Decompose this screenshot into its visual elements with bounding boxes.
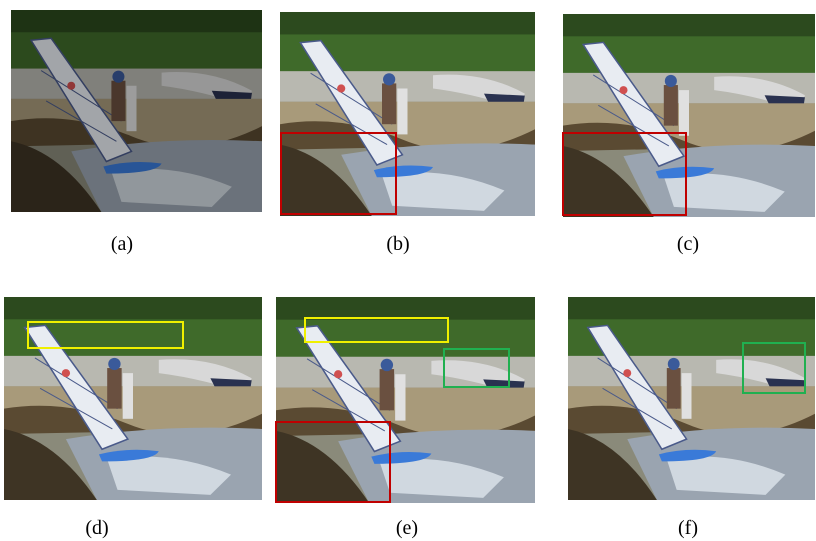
caption: (f) (678, 517, 698, 539)
caption: (e) (396, 517, 418, 539)
panel-c: (c) (563, 14, 815, 255)
caption: (d) (85, 517, 108, 539)
caption: (a) (111, 233, 133, 255)
panel-f: (f) (568, 297, 815, 539)
caption: (b) (386, 233, 409, 255)
panel-d: (d) (4, 297, 262, 539)
panel-a: (a) (11, 10, 262, 255)
panel-b: (b) (280, 12, 535, 255)
figure: (a) (b) (c) (d) (e) (f) (0, 0, 816, 541)
caption: (c) (677, 233, 699, 255)
panel-e: (e) (276, 297, 535, 539)
